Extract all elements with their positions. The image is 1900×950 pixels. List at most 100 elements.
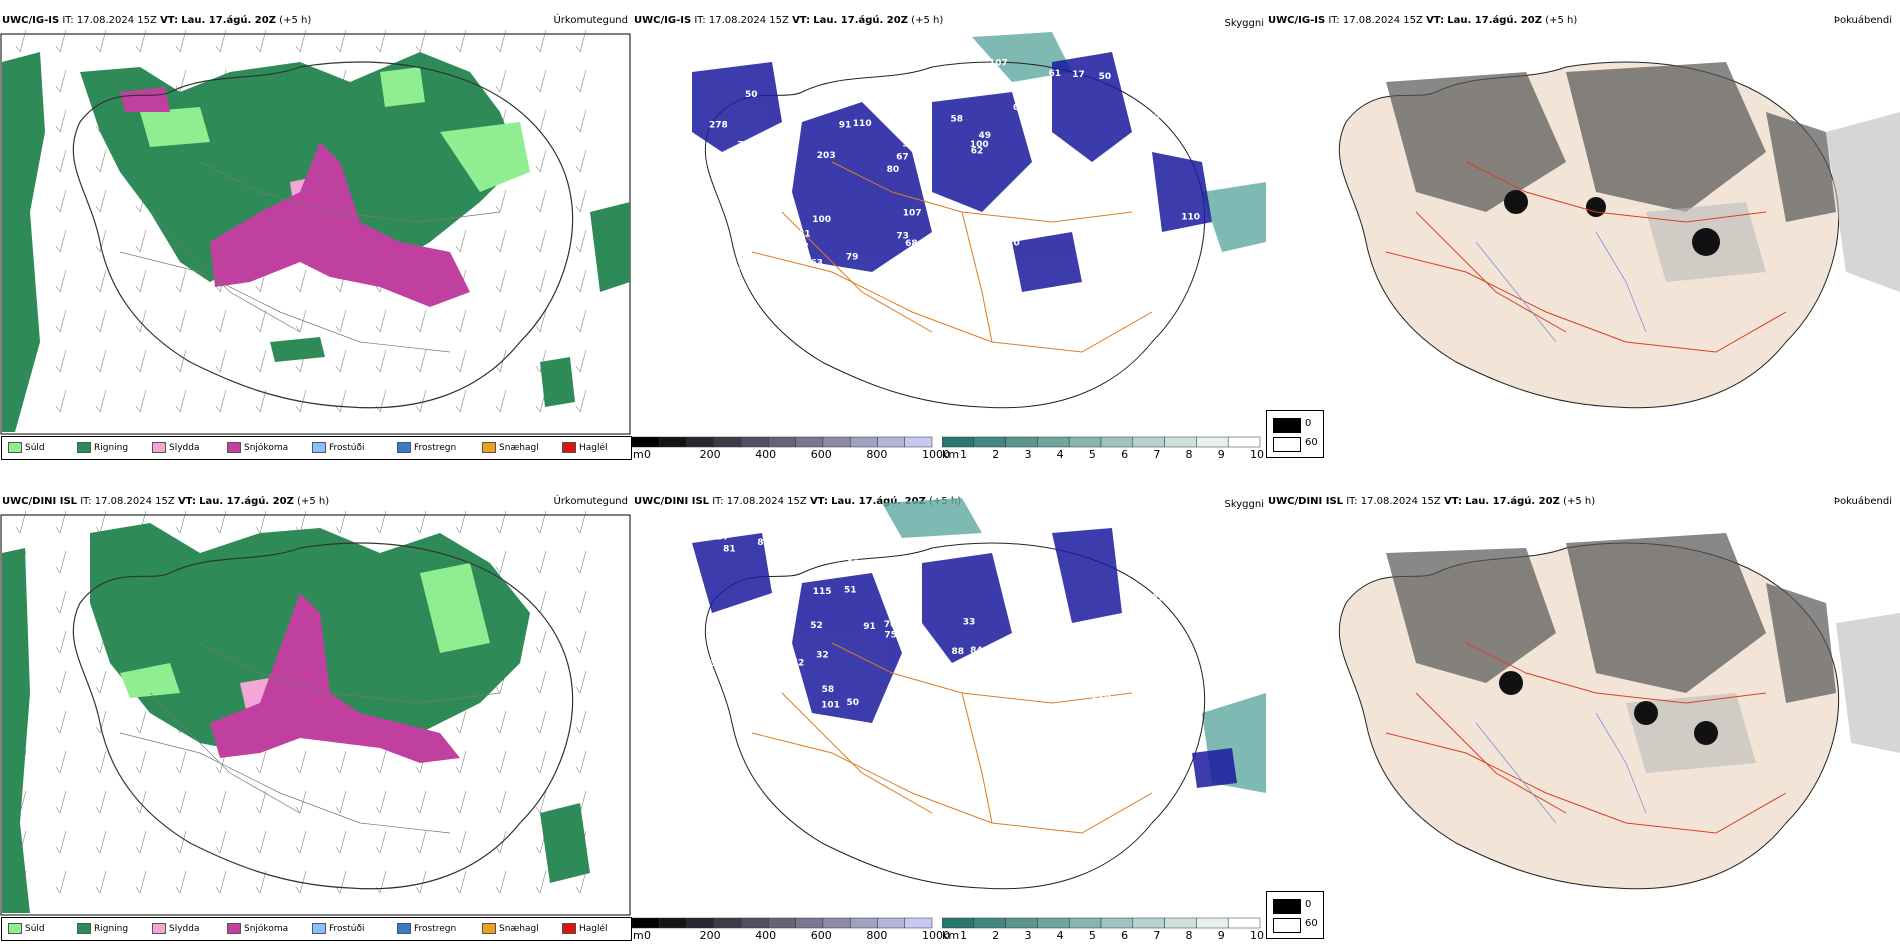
wind-barb: [495, 790, 507, 814]
precip-legend-item: Súld: [8, 442, 45, 453]
cloud-base-label: 61: [1049, 69, 1062, 79]
vt-value: Lau. 17.ágú. 20Z: [831, 496, 926, 507]
precip-snow-area: [120, 87, 470, 307]
cloud-base-label: 70: [1155, 113, 1168, 123]
wind-barb: [375, 29, 387, 53]
colorbar-cell: [1100, 436, 1134, 448]
fog-legend: 0 60: [1266, 410, 1324, 458]
colorbar-cell: [1100, 917, 1134, 929]
colorbar-tick: 7: [1153, 929, 1161, 942]
cloud-base-label: 56: [878, 563, 891, 573]
it-label: IT:: [62, 15, 74, 26]
wind-barb: [455, 750, 467, 774]
panel-title: Skyggni: [1224, 18, 1264, 29]
cloud-base-label: 68: [905, 239, 918, 249]
cloud-base-label: 48: [718, 273, 731, 283]
wind-barb: [55, 109, 67, 133]
wind-barb: [55, 349, 67, 373]
wind-barb: [455, 870, 467, 894]
wind-barb: [495, 29, 507, 53]
precip-legend-item: Snæhagl: [482, 923, 539, 934]
cloud-base-label: 107: [989, 58, 1008, 68]
wind-barb: [415, 790, 427, 814]
wind-barb: [575, 630, 587, 654]
wind-barb: [55, 830, 67, 854]
colorbar-cell: [942, 917, 975, 929]
cloud-base-label: 52: [810, 621, 823, 631]
wind-barb: [535, 870, 547, 894]
cloud-base-label: 84: [1201, 133, 1214, 143]
ceiling-unit: m: [633, 929, 644, 942]
vt-label: VT:: [809, 496, 828, 507]
wind-barb: [175, 349, 187, 373]
wind-barb: [455, 389, 467, 413]
cloud-base-label: 85: [1147, 262, 1160, 272]
legend-label: Slydda: [169, 924, 200, 934]
colorbar-tick: 4: [1056, 448, 1064, 461]
cloud-base-label: 91: [863, 622, 876, 632]
wind-barb: [55, 590, 67, 614]
cloud-base-label: 84: [970, 646, 983, 656]
cloud-base-label: 60: [902, 59, 915, 69]
cloud-base-label: 180: [1020, 723, 1039, 733]
cloud-base-label: 41: [809, 93, 822, 103]
wind-barb: [335, 29, 347, 53]
wind-barb: [375, 750, 387, 774]
legend-label: Haglél: [579, 443, 608, 453]
wind-barb: [55, 229, 67, 253]
cloud-base-label: 58: [939, 689, 952, 699]
roads-red: [1385, 161, 1787, 353]
colorbar-cell: [740, 436, 769, 448]
cloud-low-area: [692, 528, 1237, 788]
vis-unit: km: [942, 929, 960, 942]
wind-barb: [575, 29, 587, 53]
it-value: 17.08.2024 15Z: [1360, 496, 1441, 507]
wind-barb: [575, 229, 587, 253]
wind-barb: [95, 870, 107, 894]
vis-unit: km: [942, 448, 960, 461]
cloud-base-label: 59: [902, 140, 915, 150]
wind-barb: [175, 870, 187, 894]
wind-barb: [95, 790, 107, 814]
wind-barb: [455, 510, 467, 534]
wind-barb: [135, 29, 147, 53]
wind-barb: [215, 349, 227, 373]
wind-barb: [135, 309, 147, 333]
cloud-base-label: 50: [785, 129, 798, 139]
panel-title: Þokuábendi: [1833, 496, 1892, 507]
wind-barb: [215, 510, 227, 534]
wind-barb: [535, 149, 547, 173]
cloud-map: 8157535664566250544710184905158918553517…: [692, 498, 1266, 890]
cloud-base-label: 57: [717, 532, 730, 542]
colorbar-tick: 1000: [922, 929, 950, 942]
cloud-base-label: 46: [759, 269, 772, 279]
cloud-base-label: 71: [737, 141, 750, 151]
colorbar-cell: [849, 917, 878, 929]
cloud-base-label: 62: [971, 146, 984, 156]
cloud-base-label: 41: [1125, 99, 1138, 109]
wind-barb: [15, 510, 27, 534]
colorbar-cell: [1164, 436, 1197, 448]
wind-barb: [535, 309, 547, 333]
wind-barb: [455, 790, 467, 814]
wind-barb: [535, 710, 547, 734]
colorbar-cell: [632, 917, 660, 929]
wind-barb: [215, 389, 227, 413]
wind-barb: [135, 229, 147, 253]
wind-barb: [415, 510, 427, 534]
fog-gray-area: [1386, 62, 1836, 222]
colorbar-cell: [659, 917, 687, 929]
cloud-base-label: 220: [1092, 692, 1111, 702]
fog-panel-row2: UWC/DINI ISL IT: 17.08.2024 15Z VT: Lau.…: [1266, 493, 1900, 945]
ceiling-colorbar: m 0 200 400 600 800 1000: [632, 436, 950, 464]
cloud-base-label: 51: [717, 252, 730, 262]
wind-barb: [535, 790, 547, 814]
cloud-base-label: 65: [958, 683, 971, 693]
wind-barb: [495, 550, 507, 574]
colorbar-cell: [713, 917, 742, 929]
cloud-base-label: 56: [1019, 708, 1032, 718]
it-label: IT:: [1346, 496, 1358, 507]
precip-legend-item: Snæhagl: [482, 442, 539, 453]
wind-barb: [215, 790, 227, 814]
colorbar-cell: [904, 917, 933, 929]
